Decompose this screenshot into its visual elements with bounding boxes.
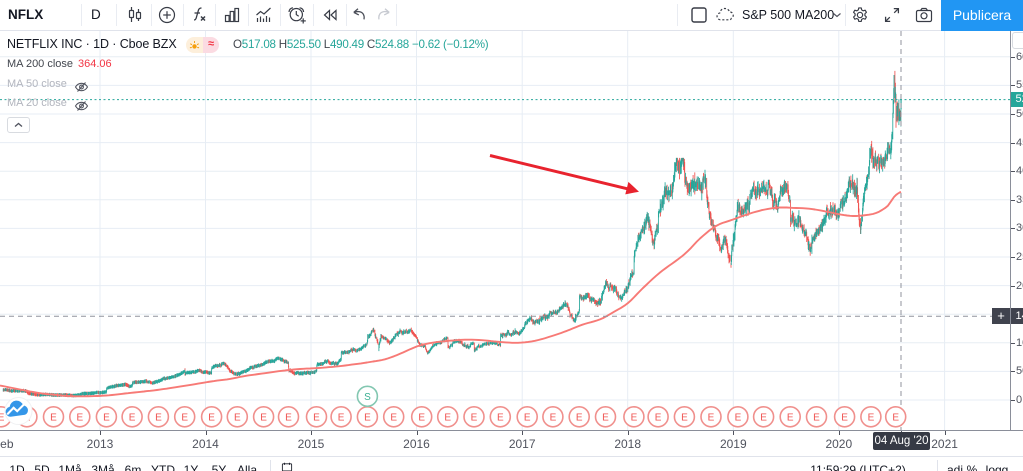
svg-text:E: E: [338, 413, 345, 424]
svg-text:E: E: [418, 413, 425, 424]
svg-text:E: E: [444, 413, 451, 424]
svg-text:E: E: [602, 413, 609, 424]
svg-text:E: E: [471, 413, 478, 424]
svg-text:E: E: [868, 413, 875, 424]
svg-text:E: E: [181, 413, 188, 424]
svg-text:E: E: [208, 413, 215, 424]
svg-text:E: E: [655, 413, 662, 424]
svg-text:E: E: [50, 413, 57, 424]
svg-text:E: E: [708, 413, 715, 424]
svg-text:E: E: [681, 413, 688, 424]
svg-text:E: E: [76, 413, 83, 424]
svg-text:E: E: [129, 413, 136, 424]
svg-text:E: E: [364, 413, 371, 424]
svg-text:E: E: [234, 413, 241, 424]
svg-text:E: E: [631, 413, 638, 424]
svg-text:E: E: [841, 413, 848, 424]
svg-text:E: E: [524, 413, 531, 424]
svg-text:E: E: [550, 413, 557, 424]
svg-text:E: E: [155, 413, 162, 424]
svg-text:E: E: [260, 413, 267, 424]
svg-text:E: E: [0, 413, 5, 424]
svg-text:E: E: [760, 413, 767, 424]
svg-text:E: E: [735, 413, 742, 424]
svg-text:E: E: [497, 413, 504, 424]
svg-text:S: S: [364, 392, 371, 403]
svg-text:E: E: [390, 413, 397, 424]
svg-text:E: E: [787, 413, 794, 424]
svg-text:E: E: [576, 413, 583, 424]
svg-text:E: E: [813, 413, 820, 424]
svg-text:E: E: [313, 413, 320, 424]
svg-text:E: E: [892, 413, 899, 424]
svg-text:E: E: [285, 413, 292, 424]
svg-text:E: E: [103, 413, 110, 424]
